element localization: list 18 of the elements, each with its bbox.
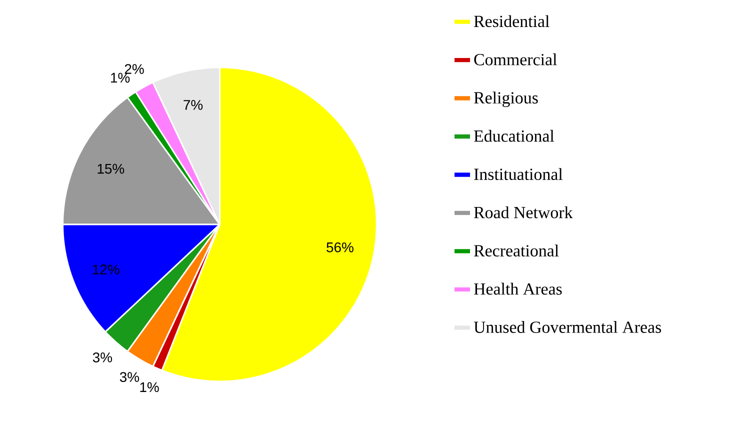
data-label: 3%: [92, 352, 112, 362]
legend-label: Instituational: [474, 168, 563, 180]
data-label: 3%: [120, 372, 140, 382]
legend-label: Residential: [474, 15, 550, 28]
data-label: 1%: [140, 382, 159, 392]
data-label: 1%: [111, 72, 130, 83]
legend-label: Religious: [474, 92, 538, 108]
legend-label: Commercial: [474, 53, 557, 66]
data-label: 7%: [184, 100, 203, 110]
data-label: 12%: [93, 264, 120, 274]
legend-label: Unused Govermental Areas: [474, 321, 662, 333]
data-label: 15%: [98, 164, 124, 174]
legend-label: Road Network: [474, 206, 573, 218]
legend-label: Educational: [474, 130, 554, 142]
legend-label: Recreational: [474, 244, 559, 256]
data-label: 56%: [326, 242, 354, 252]
legend-label: Health Areas: [474, 282, 562, 295]
data-label: 2%: [124, 64, 144, 74]
